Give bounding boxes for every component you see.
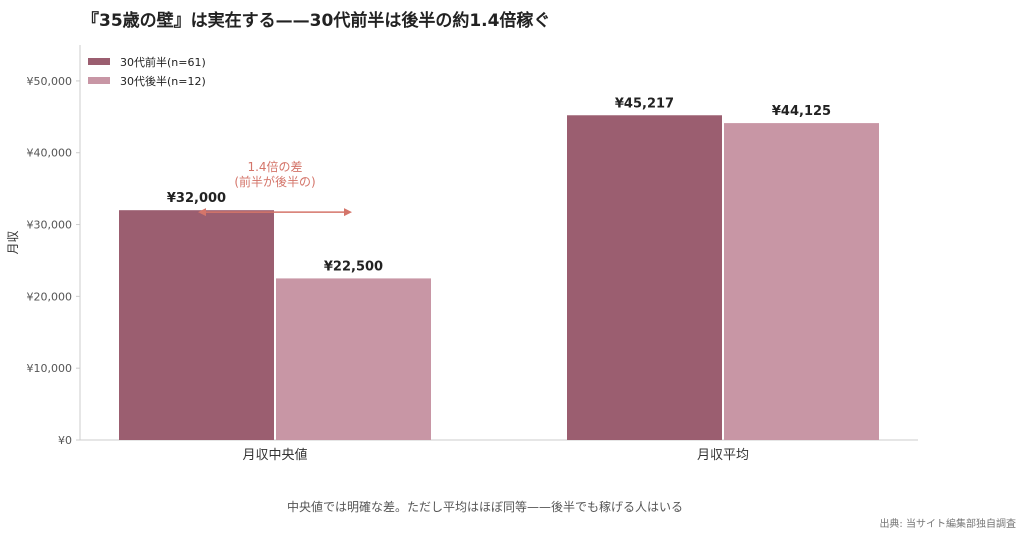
legend: 30代前半(n=61) 30代後半(n=12) — [88, 52, 206, 90]
bar-0-1 — [276, 278, 431, 440]
legend-label-late: 30代後半(n=12) — [120, 74, 206, 88]
y-tick-label: ¥0 — [58, 434, 72, 447]
data-label: ¥44,125 — [772, 104, 831, 119]
source-note: 出典: 当サイト編集部独自調査 — [879, 519, 1016, 530]
y-tick-label: ¥30,000 — [27, 219, 73, 232]
y-axis-label: 月収 — [6, 230, 20, 254]
annotation-arrowhead-left — [198, 208, 206, 217]
legend-item-early: 30代前半(n=61) — [88, 52, 206, 71]
annotation-text-line1: 1.4倍の差 — [247, 159, 302, 174]
y-tick-label: ¥20,000 — [27, 290, 73, 303]
x-tick-label: 月収中央値 — [242, 447, 307, 463]
data-label: ¥45,217 — [615, 96, 674, 111]
y-tick-label: ¥50,000 — [27, 75, 73, 88]
x-tick-label: 月収平均 — [697, 448, 749, 463]
bar-1-0 — [567, 115, 722, 440]
legend-swatch-early — [88, 58, 110, 65]
bar-1-1 — [724, 123, 879, 441]
chart-caption: 中央値では明確な差。ただし平均はほぼ同等——後半でも稼げる人はいる — [286, 500, 683, 514]
legend-item-late: 30代後半(n=12) — [88, 71, 206, 90]
annotation-text-line2: (前半が後半の) — [234, 174, 315, 189]
data-label: ¥32,000 — [167, 191, 226, 206]
bar-0-0 — [119, 210, 274, 440]
data-label: ¥22,500 — [324, 259, 383, 274]
chart-title: 『35歳の壁』は実在する——30代前半は後半の約1.4倍稼ぐ — [82, 11, 551, 31]
y-tick-label: ¥10,000 — [27, 362, 73, 375]
legend-label-early: 30代前半(n=61) — [120, 55, 206, 69]
annotation-arrowhead-right — [344, 208, 352, 217]
legend-swatch-late — [88, 77, 110, 84]
y-tick-label: ¥40,000 — [27, 147, 73, 160]
